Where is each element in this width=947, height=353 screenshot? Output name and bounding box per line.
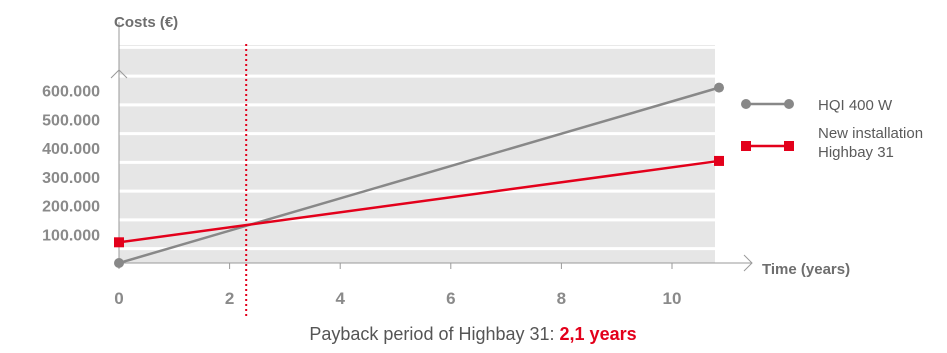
y-tick-label: 600.000 (42, 84, 100, 101)
legend-label-hqi: HQI 400 W (818, 97, 893, 114)
grid-gap (119, 189, 715, 193)
legend-marker-highbay (741, 141, 751, 151)
y-tick-label: 400.000 (42, 141, 100, 158)
legend-label-line: New installation (818, 125, 923, 142)
x-tick-label: 0 (114, 289, 123, 308)
series-line (118, 159, 720, 244)
x-tick-label: 4 (335, 289, 345, 308)
legend-marker-hqi (784, 99, 794, 109)
caption-prefix: Payback period of Highbay 31: (309, 324, 559, 344)
x-axis-arrow (743, 254, 753, 272)
x-tick-label: 6 (446, 289, 455, 308)
y-tick-label: 500.000 (42, 112, 100, 129)
grid-gap (119, 103, 715, 107)
y-axis-title: Costs (€) (114, 14, 178, 31)
plot-background (119, 45, 715, 263)
legend: HQI 400 W New installation Highbay 31 (741, 97, 923, 161)
x-tick-labels: 0 2 4 6 8 10 (114, 263, 681, 308)
data-point (714, 82, 725, 93)
x-axis-title: Time (years) (762, 261, 850, 278)
axes (110, 22, 753, 272)
grid-gap (119, 218, 715, 222)
payback-caption: Payback period of Highbay 31: 2,1 years (309, 324, 636, 344)
grid-gap (119, 74, 715, 78)
x-tick-label: 2 (225, 289, 234, 308)
data-point (114, 237, 124, 248)
legend-label-line: Highbay 31 (818, 144, 894, 161)
legend-marker-highbay (784, 141, 794, 151)
series-hqi (114, 82, 725, 268)
grid-gap (119, 132, 715, 136)
data-point (114, 258, 124, 268)
caption-value: 2,1 years (560, 324, 637, 344)
series-lines (114, 82, 725, 268)
grid-gap (119, 160, 715, 164)
data-point (714, 155, 725, 166)
y-tick-label: 100.000 (42, 227, 100, 244)
legend-marker-hqi (741, 99, 751, 109)
series-highbay (114, 155, 725, 248)
grid-gap (119, 45, 715, 49)
y-tick-label: 200.000 (42, 199, 100, 216)
x-tick-label: 10 (663, 289, 682, 308)
y-axis-arrow (110, 69, 128, 79)
grid-gap (119, 247, 715, 251)
x-tick-label: 8 (557, 289, 566, 308)
legend-label-highbay: New installation Highbay 31 (818, 125, 923, 161)
series-line (118, 86, 720, 265)
y-tick-label: 300.000 (42, 170, 100, 187)
y-tick-labels: 100.000 200.000 300.000 400.000 500.000 600.0… (42, 84, 100, 245)
grid-bands (119, 45, 715, 263)
